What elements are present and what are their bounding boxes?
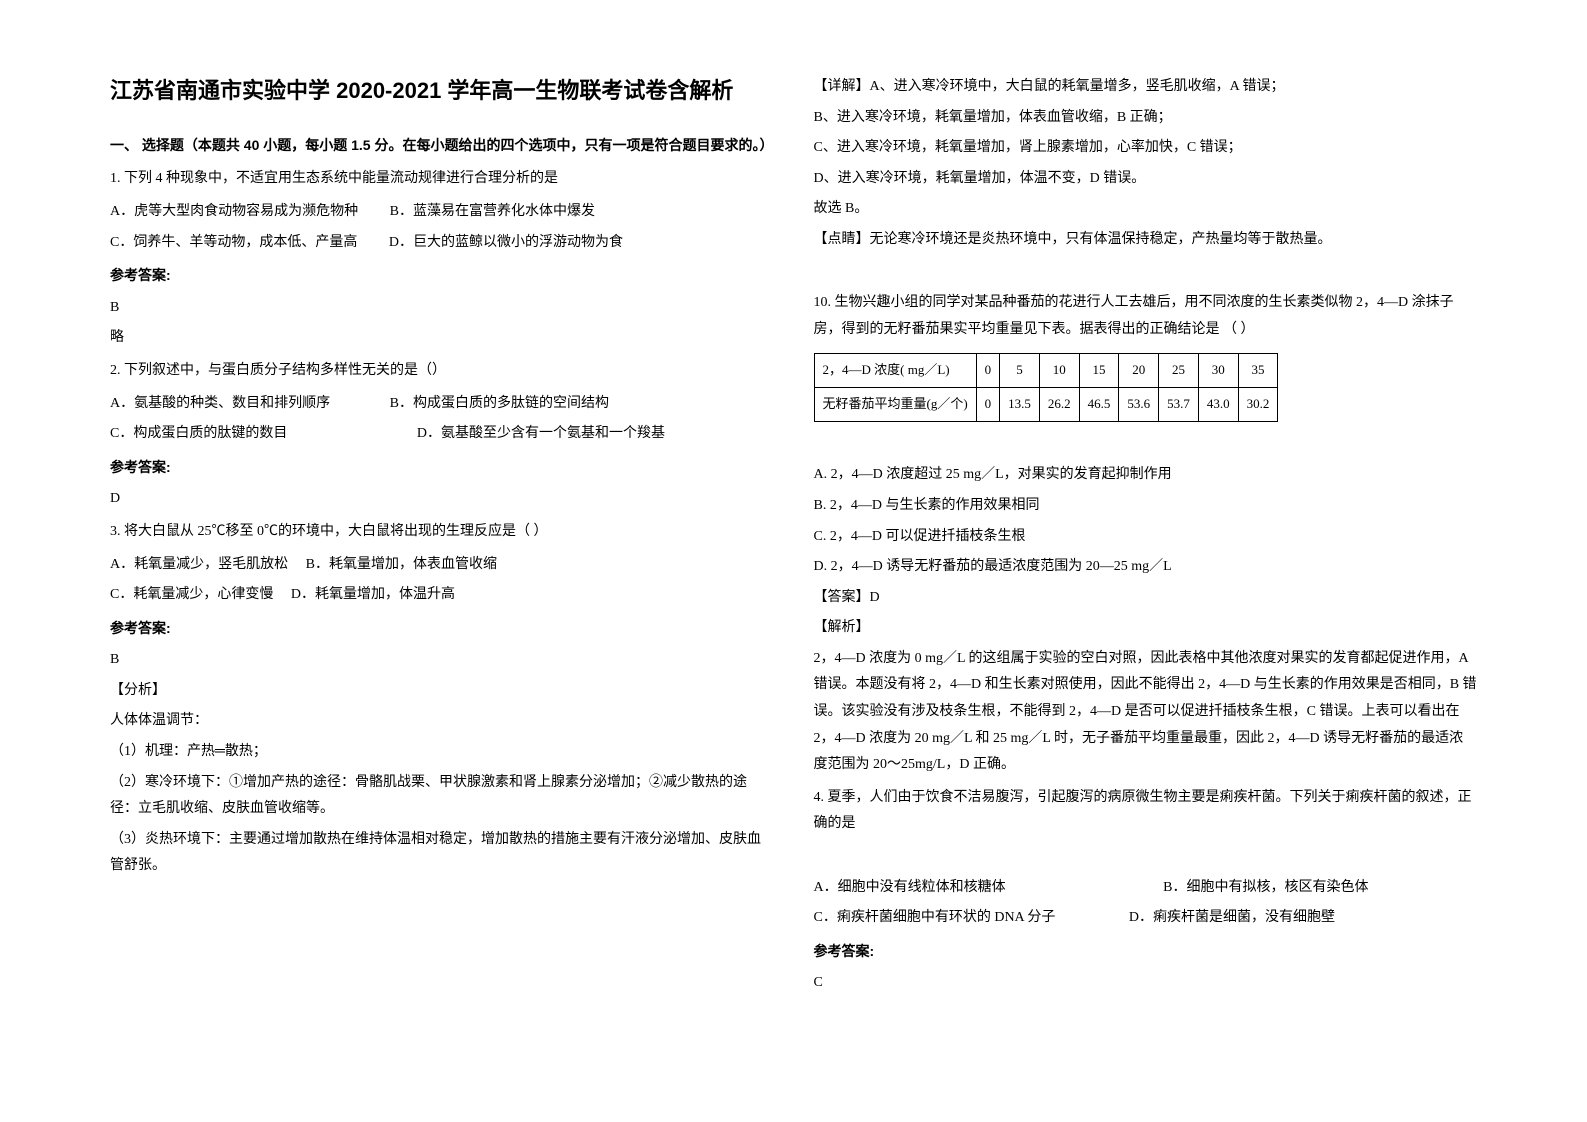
option-a: A．细胞中没有线粒体和核糖体 (814, 880, 1006, 895)
answer-value: C (814, 970, 1478, 997)
question-2-options-ab: A．氨基酸的种类、数目和排列顺序 B．构成蛋白质的多肽链的空间结构 (110, 391, 774, 418)
option-c: C．饲养牛、羊等动物，成本低、产量高 (110, 235, 357, 250)
question-1-stem: 1. 下列 4 种现象中，不适宜用生态系统中能量流动规律进行合理分析的是 (110, 166, 774, 193)
right-column: 【详解】A、进入寒冷环境中，大白鼠的耗氧量增多，竖毛肌收缩，A 错误； B、进入… (794, 70, 1498, 1052)
option-d: D．痢疾杆菌是细菌，没有细胞壁 (1129, 910, 1335, 925)
option-d: D．氨基酸至少含有一个氨基和一个羧基 (417, 426, 665, 441)
option-a: A．耗氧量减少，竖毛肌放松 (110, 557, 288, 572)
option-d: D．巨大的蓝鲸以微小的浮游动物为食 (389, 235, 623, 250)
table-cell: 46.5 (1079, 388, 1119, 422)
document-title: 江苏省南通市实验中学 2020-2021 学年高一生物联考试卷含解析 (110, 70, 774, 112)
answer-label: 【答案】D (814, 585, 1478, 612)
table-cell: 25 (1159, 354, 1199, 388)
table-cell: 35 (1238, 354, 1278, 388)
question-3-stem: 3. 将大白鼠从 25℃移至 0℃的环境中，大白鼠将出现的生理反应是（ ） (110, 519, 774, 546)
point-text: 【点睛】无论寒冷环境还是炎热环境中，只有体温保持稳定，产热量均等于散热量。 (814, 227, 1478, 254)
answer-value: B (110, 295, 774, 322)
table-cell: 26.2 (1039, 388, 1079, 422)
question-3-options-cd: C．耗氧量减少，心律变慢 D．耗氧量增加，体温升高 (110, 582, 774, 609)
analysis-text: 人体体温调节： (110, 708, 774, 735)
option-c: C. 2，4—D 可以促进扦插枝条生根 (814, 524, 1478, 551)
option-c: C．痢疾杆菌细胞中有环状的 DNA 分子 (814, 910, 1056, 925)
question-4-stem: 4. 夏季，人们由于饮食不洁易腹泻，引起腹泻的病原微生物主要是痢疾杆菌。下列关于… (814, 785, 1478, 838)
answer-label: 参考答案: (110, 615, 774, 642)
table-cell: 无籽番茄平均重量(g／个) (814, 388, 976, 422)
answer-value: B (110, 647, 774, 674)
detail-text: 故选 B。 (814, 196, 1478, 223)
analysis-text: （3）炎热环境下：主要通过增加散热在维持体温相对稳定，增加散热的措施主要有汗液分… (110, 827, 774, 880)
table-row: 无籽番茄平均重量(g／个) 0 13.5 26.2 46.5 53.6 53.7… (814, 388, 1278, 422)
table-cell: 53.6 (1119, 388, 1159, 422)
answer-value: D (110, 486, 774, 513)
question-1-options-cd: C．饲养牛、羊等动物，成本低、产量高 D．巨大的蓝鲸以微小的浮游动物为食 (110, 230, 774, 257)
table-cell: 30 (1198, 354, 1238, 388)
section-header: 一、 选择题（本题共 40 小题，每小题 1.5 分。在每小题给出的四个选项中，… (110, 132, 774, 159)
detail-text: C、进入寒冷环境，耗氧量增加，肾上腺素增加，心率加快，C 错误； (814, 135, 1478, 162)
table-cell: 43.0 (1198, 388, 1238, 422)
detail-text: 【详解】A、进入寒冷环境中，大白鼠的耗氧量增多，竖毛肌收缩，A 错误； (814, 74, 1478, 101)
table-cell: 2，4—D 浓度( mg／L) (814, 354, 976, 388)
answer-label: 参考答案: (814, 938, 1478, 965)
table-cell: 30.2 (1238, 388, 1278, 422)
option-b: B. 2，4—D 与生长素的作用效果相同 (814, 493, 1478, 520)
detail-text: B、进入寒冷环境，耗氧量增加，体表血管收缩，B 正确； (814, 105, 1478, 132)
table-cell: 13.5 (1000, 388, 1040, 422)
answer-note: 略 (110, 325, 774, 352)
option-b: B．蓝藻易在富营养化水体中爆发 (390, 204, 595, 219)
option-d: D. 2，4—D 诱导无籽番茄的最适浓度范围为 20—25 mg／L (814, 554, 1478, 581)
option-b: B．细胞中有拟核，核区有染色体 (1163, 880, 1368, 895)
option-a: A．虎等大型肉食动物容易成为濒危物种 (110, 204, 358, 219)
table-cell: 5 (1000, 354, 1040, 388)
question-3-options-ab: A．耗氧量减少，竖毛肌放松 B．耗氧量增加，体表血管收缩 (110, 552, 774, 579)
option-b: B．构成蛋白质的多肽链的空间结构 (390, 396, 609, 411)
analysis-text: 2，4—D 浓度为 0 mg／L 的这组属于实验的空白对照，因此表格中其他浓度对… (814, 646, 1478, 779)
question-2-options-cd: C．构成蛋白质的肽键的数目 D．氨基酸至少含有一个氨基和一个羧基 (110, 421, 774, 448)
table-cell: 0 (976, 354, 1000, 388)
answer-label: 参考答案: (110, 454, 774, 481)
option-d: D．耗氧量增加，体温升高 (291, 587, 455, 602)
option-c: C．构成蛋白质的肽键的数目 (110, 426, 287, 441)
question-4-options-cd: C．痢疾杆菌细胞中有环状的 DNA 分子 D．痢疾杆菌是细菌，没有细胞壁 (814, 905, 1478, 932)
option-a: A．氨基酸的种类、数目和排列顺序 (110, 396, 330, 411)
answer-label: 参考答案: (110, 262, 774, 289)
option-b: B．耗氧量增加，体表血管收缩 (306, 557, 497, 572)
option-c: C．耗氧量减少，心律变慢 (110, 587, 273, 602)
analysis-label: 【解析】 (814, 615, 1478, 642)
table-cell: 10 (1039, 354, 1079, 388)
table-cell: 20 (1119, 354, 1159, 388)
analysis-text: （2）寒冷环境下：①增加产热的途径：骨骼肌战栗、甲状腺激素和肾上腺素分泌增加；②… (110, 770, 774, 823)
table-cell: 0 (976, 388, 1000, 422)
data-table: 2，4—D 浓度( mg／L) 0 5 10 15 20 25 30 35 无籽… (814, 353, 1279, 421)
option-a: A. 2，4—D 浓度超过 25 mg／L，对果实的发育起抑制作用 (814, 462, 1478, 489)
table-row: 2，4—D 浓度( mg／L) 0 5 10 15 20 25 30 35 (814, 354, 1278, 388)
question-4-options-ab: A．细胞中没有线粒体和核糖体 B．细胞中有拟核，核区有染色体 (814, 875, 1478, 902)
detail-text: D、进入寒冷环境，耗氧量增加，体温不变，D 错误。 (814, 166, 1478, 193)
table-cell: 53.7 (1159, 388, 1199, 422)
question-2-stem: 2. 下列叙述中，与蛋白质分子结构多样性无关的是（） (110, 358, 774, 385)
analysis-text: （1）机理：产热═散热； (110, 739, 774, 766)
left-column: 江苏省南通市实验中学 2020-2021 学年高一生物联考试卷含解析 一、 选择… (90, 70, 794, 1052)
question-1-options-ab: A．虎等大型肉食动物容易成为濒危物种 B．蓝藻易在富营养化水体中爆发 (110, 199, 774, 226)
analysis-label: 【分析】 (110, 678, 774, 705)
question-10-stem: 10. 生物兴趣小组的同学对某品种番茄的花进行人工去雄后，用不同浓度的生长素类似… (814, 290, 1478, 343)
table-cell: 15 (1079, 354, 1119, 388)
